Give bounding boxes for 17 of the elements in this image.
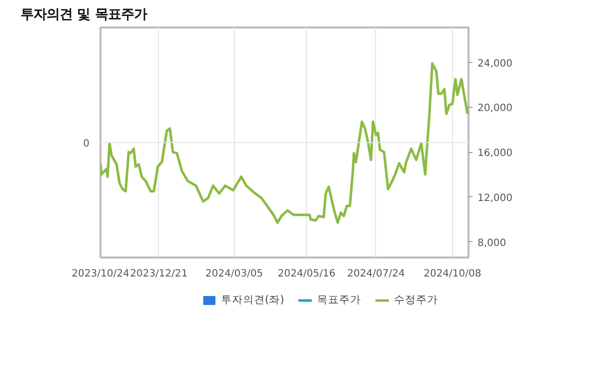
legend-label: 투자의견(좌)	[220, 293, 284, 307]
line-series	[100, 62, 468, 224]
x-tick-label: 2023/12/21	[130, 268, 188, 280]
text: 0	[83, 138, 90, 150]
legend-label: 목표주가	[317, 293, 362, 307]
x-tick-label: 2024/07/24	[347, 268, 405, 280]
y2-tick-label: 20,000	[478, 103, 512, 114]
x-tick-label: 2024/10/08	[424, 268, 482, 280]
x-tick-label: 2024/05/16	[278, 268, 336, 280]
y2-tick-label: 24,000	[478, 58, 512, 70]
y2-tick-label: 12,000	[478, 192, 512, 204]
x-tick-label: 2024/03/05	[205, 268, 264, 280]
legend-label: 수정주가	[394, 293, 438, 307]
chart-title: 투자의견 및 목표주가	[20, 8, 147, 22]
y2-tick-label: 16,000	[478, 148, 512, 160]
x-tick-label: 2023/10/24	[72, 268, 130, 280]
y2-tick-label: 8,000	[478, 238, 506, 249]
